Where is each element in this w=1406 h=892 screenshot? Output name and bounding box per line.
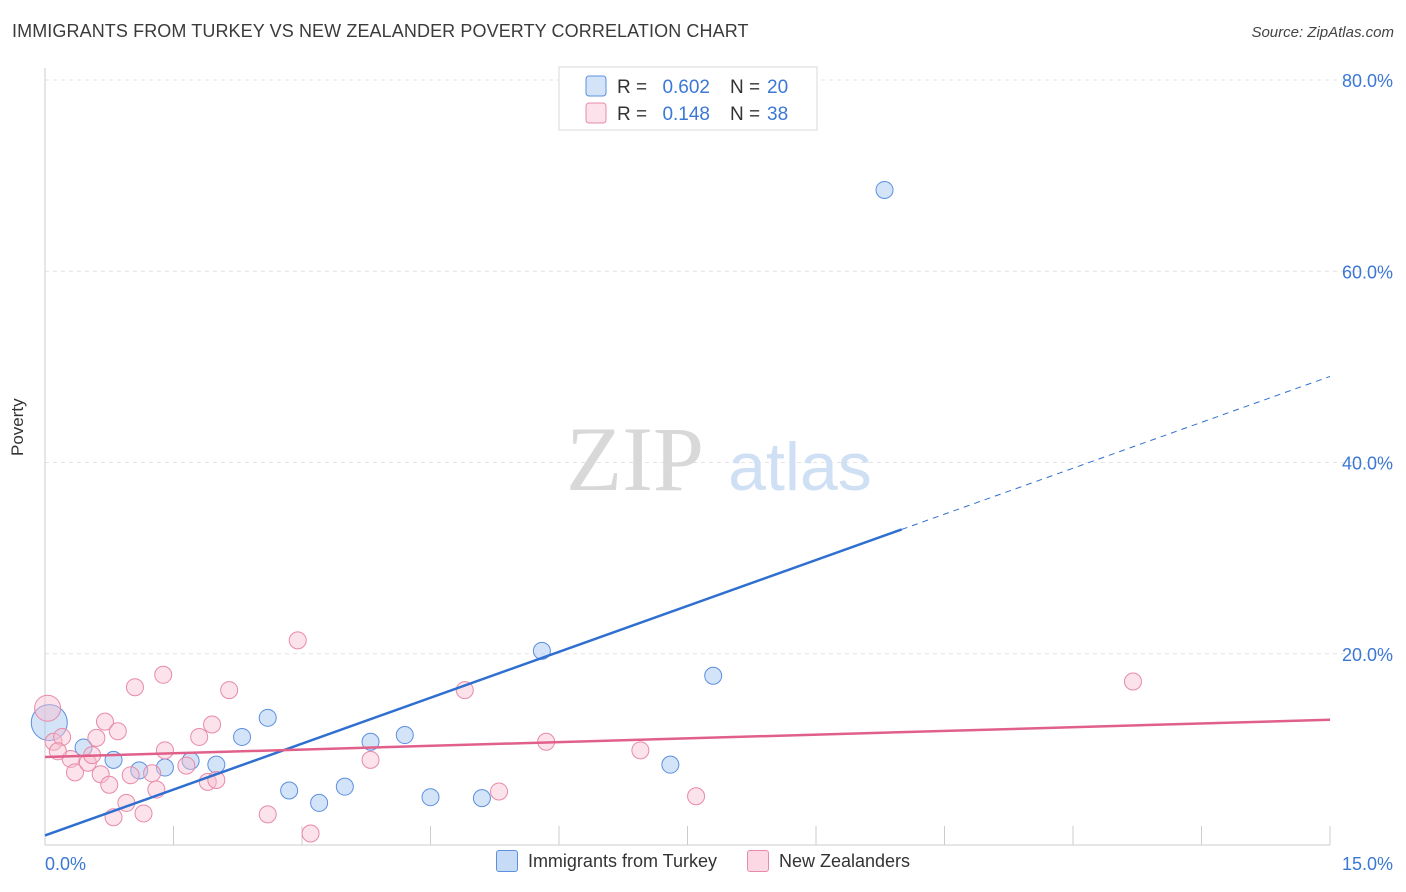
watermark-atlas: atlas [728,429,872,505]
point-new-zealanders [177,756,196,775]
legend-r-value: 0.602 [662,77,710,98]
point-turkey [661,755,680,774]
point-new-zealanders [121,766,140,785]
legend-r-value: 0.148 [662,104,710,125]
point-new-zealanders [95,712,114,731]
legend-swatch-new-zealanders-r [585,102,607,124]
legend-box [558,66,818,131]
legend-n-value: 38 [767,104,788,125]
point-new-zealanders [44,732,63,751]
point-new-zealanders [100,775,119,794]
x-tick-label-max: 15.0% [1342,854,1393,874]
watermark-zip: ZIP [566,408,704,510]
point-new-zealanders [203,715,222,734]
legend-swatch-new-zealanders [746,850,769,872]
legend-label-new-zealanders: New Zealanders [778,850,911,871]
point-new-zealanders [125,678,144,697]
legend-n-label: N = [730,104,760,125]
point-new-zealanders [108,722,127,741]
data-points [30,180,1142,843]
point-turkey [361,732,380,751]
point-new-zealanders [155,741,174,760]
point-new-zealanders [53,727,72,746]
tick-labels: 20.0% 40.0% 60.0% 80.0% 0.0% 15.0% [45,71,1393,874]
zipatlas-watermark: ZIP atlas [566,408,872,510]
point-new-zealanders [687,787,706,806]
point-turkey [207,755,226,774]
y-tick-label: 40.0% [1342,454,1393,474]
point-new-zealanders [134,804,153,823]
legend-swatch-turkey-r [585,75,607,97]
point-new-zealanders [301,824,320,843]
point-new-zealanders [143,764,162,783]
legend-r-label: R = [617,104,647,125]
point-new-zealanders [154,665,173,684]
point-new-zealanders [631,741,650,760]
point-new-zealanders [1123,672,1142,691]
legend-n-value: 20 [767,77,788,98]
point-new-zealanders [258,805,277,824]
axes [44,68,1331,846]
point-new-zealanders [220,681,239,700]
trend-line-turkey [44,528,903,837]
point-turkey [30,704,68,742]
y-tick-label: 80.0% [1342,71,1393,91]
point-new-zealanders [288,631,307,650]
legend-swatch-turkey [495,850,518,872]
point-turkey [472,789,491,808]
point-new-zealanders [87,728,106,747]
point-turkey [875,180,894,199]
chart-title: IMMIGRANTS FROM TURKEY VS NEW ZEALANDER … [12,21,749,41]
point-turkey [233,727,252,746]
point-turkey [280,781,299,800]
point-turkey [421,788,440,807]
point-turkey [310,793,329,812]
series-legend: Immigrants from Turkey New Zealanders [0,850,1406,872]
legend-r-label: R = [617,77,647,98]
trend-lines [44,375,1331,837]
point-new-zealanders [490,782,509,801]
point-new-zealanders [361,750,380,769]
trend-line-turkey-extension [901,375,1331,530]
y-tick-label: 20.0% [1342,645,1393,665]
point-new-zealanders [190,727,209,746]
point-turkey [258,708,277,727]
point-turkey [704,666,723,685]
point-turkey [395,726,414,745]
correlation-legend: R = 0.602 N = 20 R = 0.148 N = 38 [558,66,818,131]
point-new-zealanders [34,694,62,722]
trend-line-new-zealanders [44,718,1331,759]
grid-lines [45,79,1392,655]
legend-item-new-zealanders[interactable]: New Zealanders [746,850,911,872]
x-tick-label-min: 0.0% [45,854,86,874]
y-tick-label: 60.0% [1342,262,1393,282]
legend-label-turkey: Immigrants from Turkey [527,850,717,871]
point-turkey [335,777,354,796]
legend-n-label: N = [730,77,760,98]
legend-item-turkey[interactable]: Immigrants from Turkey [495,850,717,872]
point-new-zealanders [65,763,84,782]
chart-source: Source: ZipAtlas.com [1251,24,1394,41]
